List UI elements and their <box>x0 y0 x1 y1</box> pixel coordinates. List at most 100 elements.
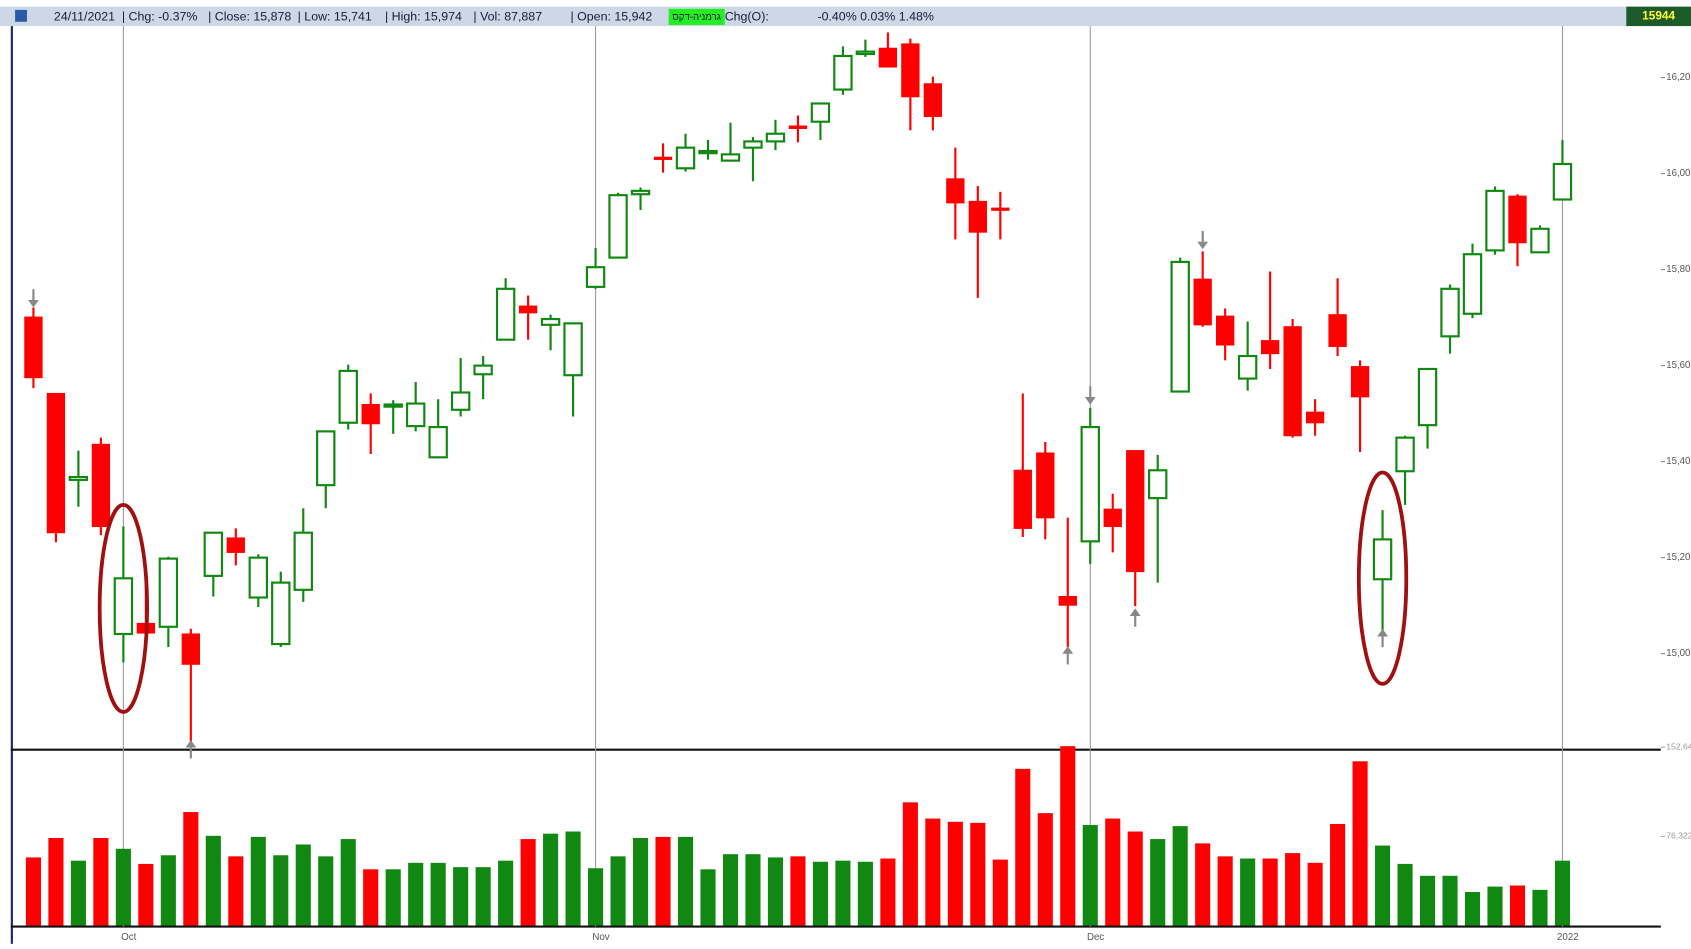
volume-bar <box>1285 853 1301 926</box>
volume-bar <box>565 831 581 926</box>
volume-bar <box>1464 892 1481 926</box>
candle-body <box>383 403 403 408</box>
instrument: גרמניה-דקס <box>672 12 721 23</box>
candle-body <box>855 50 876 56</box>
volume-bar <box>1217 856 1233 926</box>
volume-bar <box>1172 826 1188 926</box>
volume-bar <box>655 836 671 926</box>
x-tick-label: Dec <box>1087 932 1104 943</box>
candle-body <box>203 531 224 577</box>
candle-body <box>878 47 898 68</box>
candle-body <box>968 200 987 233</box>
y-tick-label: 15,00 <box>1666 648 1691 659</box>
volume-bar <box>430 862 446 926</box>
volume-bar <box>835 860 851 926</box>
candle-body <box>1170 260 1190 393</box>
volume-bar <box>25 857 41 926</box>
candle-body <box>1530 227 1550 254</box>
candle-body <box>405 402 426 428</box>
candle-body <box>91 443 111 527</box>
volume-tick-label: 152,64 <box>1666 742 1691 752</box>
volume-bar <box>745 854 761 926</box>
volume-bar <box>1397 863 1413 926</box>
candle-body <box>923 83 943 117</box>
candle-body <box>675 146 696 170</box>
volume-bar <box>138 863 154 926</box>
y-tick-label: 16,20 <box>1666 72 1691 83</box>
candle-body <box>46 392 66 534</box>
candle-body <box>765 132 786 143</box>
candle-body <box>518 305 538 314</box>
volume-bar <box>722 854 739 926</box>
x-tick-label: Nov <box>592 932 609 943</box>
volume-bar <box>93 837 109 926</box>
candle-body <box>1372 538 1393 581</box>
candle-body <box>113 577 134 636</box>
candle-body <box>1237 354 1258 380</box>
candle-body <box>720 153 741 162</box>
candle-body <box>608 194 628 259</box>
header-item: | Vol: 87,887 <box>473 10 542 24</box>
header-item: | Open: 15,942 <box>570 10 652 24</box>
candle-body <box>271 581 291 646</box>
volume-bar <box>925 818 941 926</box>
volume-bar <box>1487 886 1503 926</box>
volume-bar <box>385 869 401 926</box>
candle-body <box>788 125 808 129</box>
candle-body <box>1440 287 1460 338</box>
candle-body <box>158 557 179 628</box>
candle-body <box>68 475 89 481</box>
volume-bar <box>970 822 986 926</box>
volume-bar <box>1082 825 1098 926</box>
y-tick-label: 15,20 <box>1666 552 1691 563</box>
header-icon <box>15 9 27 22</box>
candle-body <box>1350 366 1370 398</box>
candle-body <box>1036 452 1055 519</box>
candle-body <box>1193 278 1212 326</box>
candle-body <box>1283 326 1302 437</box>
candle-body <box>743 140 763 149</box>
candle-body <box>316 430 336 487</box>
volume-bar <box>498 860 514 926</box>
volume-bar <box>632 837 649 926</box>
volume-bar <box>1442 875 1458 926</box>
volume-bar <box>1509 885 1526 926</box>
volume-bar <box>160 855 176 926</box>
volume-bar <box>453 867 469 926</box>
volume-bar <box>1419 875 1436 926</box>
volume-bar <box>992 859 1008 926</box>
volume-bar <box>812 861 828 926</box>
highlight-circle <box>1356 470 1409 686</box>
volume-bar <box>857 861 873 926</box>
x-tick-label: 2022 <box>1557 932 1579 943</box>
volume-bar <box>700 869 716 926</box>
volume-bar <box>228 856 244 926</box>
candle-body <box>495 287 516 341</box>
arrow-head <box>28 299 39 308</box>
candle-body <box>1058 596 1077 606</box>
volume-bar <box>340 839 356 926</box>
candle-body <box>428 425 448 459</box>
candle-body <box>1148 469 1168 500</box>
candle-body <box>1395 436 1415 473</box>
candle-body <box>24 316 43 379</box>
volume-bar <box>250 836 266 926</box>
candle-body <box>540 317 561 326</box>
last-price-box <box>1626 6 1691 27</box>
volume-bar <box>115 848 131 926</box>
candle-body <box>1485 189 1505 252</box>
candle-body <box>698 149 718 155</box>
candle-body <box>1417 367 1438 427</box>
y-tick-label: 15,80 <box>1666 264 1691 275</box>
header-item: | Close: 15,878 <box>208 10 291 24</box>
candle-body <box>810 102 831 123</box>
volume-bar <box>880 858 896 926</box>
arrow-head <box>1084 397 1096 405</box>
candle-body <box>1103 508 1122 527</box>
volume-bar <box>790 856 806 926</box>
candle-body <box>833 54 853 91</box>
candle-body <box>1305 411 1325 424</box>
volume-bar <box>48 837 64 926</box>
